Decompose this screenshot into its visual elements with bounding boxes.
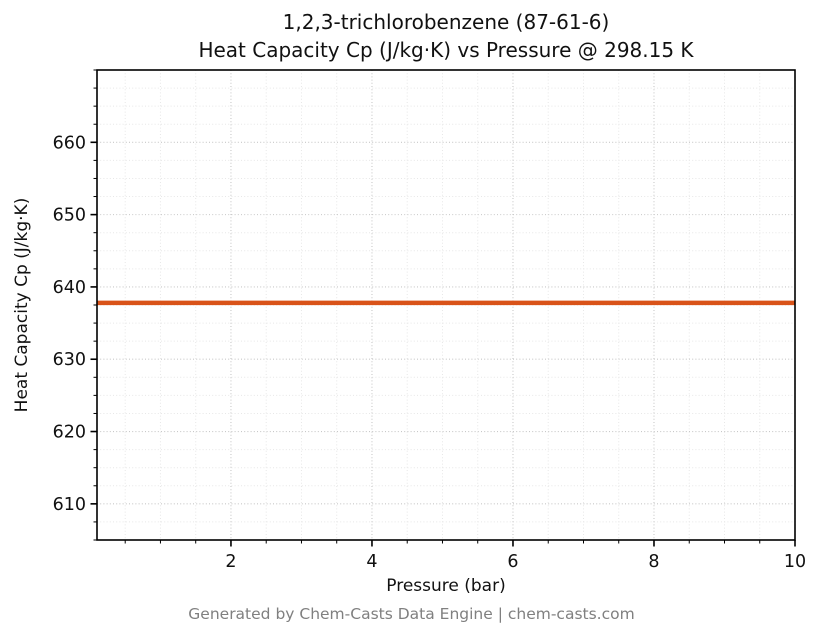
x-tick-label: 2 <box>225 552 236 572</box>
x-tick-label: 4 <box>366 552 377 572</box>
chart-title-line2: Heat Capacity Cp (J/kg·K) vs Pressure @ … <box>198 38 694 62</box>
x-tick-label: 6 <box>507 552 518 572</box>
y-tick-label: 660 <box>53 133 86 153</box>
footer-credit: Generated by Chem-Casts Data Engine | ch… <box>188 605 635 623</box>
y-tick-label: 620 <box>53 423 86 443</box>
y-tick-label: 640 <box>53 278 86 298</box>
y-tick-label: 650 <box>53 206 86 226</box>
chart-title-line1: 1,2,3-trichlorobenzene (87-61-6) <box>282 10 610 34</box>
x-tick-label: 8 <box>648 552 659 572</box>
y-tick-label: 630 <box>53 350 86 370</box>
y-tick-label: 610 <box>53 495 86 515</box>
chart-title: 1,2,3-trichlorobenzene (87-61-6) Heat Ca… <box>97 8 795 64</box>
x-tick-label: 10 <box>784 552 806 572</box>
x-axis-label: Pressure (bar) <box>386 576 506 596</box>
